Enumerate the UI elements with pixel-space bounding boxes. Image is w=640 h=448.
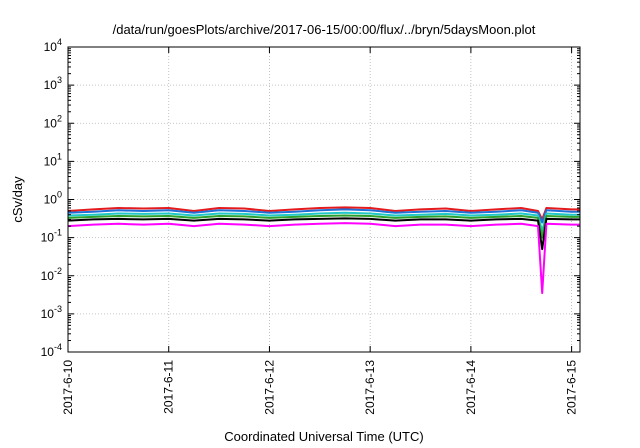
x-tick-label: 2017-6-10 <box>61 360 75 415</box>
y-tick-label: 10-3 <box>41 304 62 321</box>
x-axis-title: Coordinated Universal Time (UTC) <box>224 429 423 444</box>
y-tick-label: 10-4 <box>41 342 62 359</box>
y-tick-label: 103 <box>44 75 62 92</box>
x-tick-label: 2017-6-12 <box>262 360 276 415</box>
series-line <box>67 217 580 251</box>
y-tick-label: 100 <box>44 190 62 207</box>
x-tick-label: 2017-6-11 <box>162 360 176 414</box>
y-tick-label: 10-2 <box>41 266 62 283</box>
series-line <box>67 208 580 224</box>
y-tick-label: 104 <box>44 37 62 54</box>
x-tick-label: 2017-6-13 <box>363 360 377 415</box>
y-tick-label: 102 <box>44 113 62 130</box>
chart-title: /data/run/goesPlots/archive/2017-06-15/0… <box>113 22 536 37</box>
y-tick-label: 101 <box>44 151 62 168</box>
series-line <box>67 222 580 295</box>
axis-ticks: 10-4 10-3 10-2 10-1 100 101 102 103 104 2017-6-10… <box>41 37 580 415</box>
series-group <box>67 206 580 295</box>
grid <box>68 47 580 352</box>
x-tick-label: 2017-6-15 <box>565 360 579 415</box>
x-tick-label: 2017-6-14 <box>464 360 478 415</box>
y-axis-title: cSv/day <box>10 176 25 223</box>
y-tick-label: 10-1 <box>41 228 62 245</box>
